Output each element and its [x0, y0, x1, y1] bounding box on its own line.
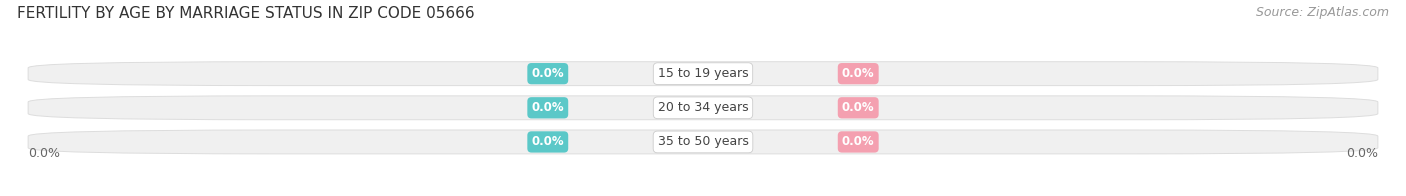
Text: 0.0%: 0.0%	[842, 101, 875, 114]
Text: 0.0%: 0.0%	[531, 101, 564, 114]
Text: 0.0%: 0.0%	[842, 135, 875, 148]
Text: 20 to 34 years: 20 to 34 years	[658, 101, 748, 114]
Text: 15 to 19 years: 15 to 19 years	[658, 67, 748, 80]
FancyBboxPatch shape	[28, 130, 1378, 154]
Text: Source: ZipAtlas.com: Source: ZipAtlas.com	[1256, 6, 1389, 19]
Text: 0.0%: 0.0%	[531, 135, 564, 148]
Text: 0.0%: 0.0%	[531, 67, 564, 80]
FancyBboxPatch shape	[28, 96, 1378, 120]
Text: 0.0%: 0.0%	[1346, 147, 1378, 160]
Text: 35 to 50 years: 35 to 50 years	[658, 135, 748, 148]
FancyBboxPatch shape	[28, 62, 1378, 86]
Text: 0.0%: 0.0%	[28, 147, 60, 160]
Text: FERTILITY BY AGE BY MARRIAGE STATUS IN ZIP CODE 05666: FERTILITY BY AGE BY MARRIAGE STATUS IN Z…	[17, 6, 474, 21]
Text: 0.0%: 0.0%	[842, 67, 875, 80]
